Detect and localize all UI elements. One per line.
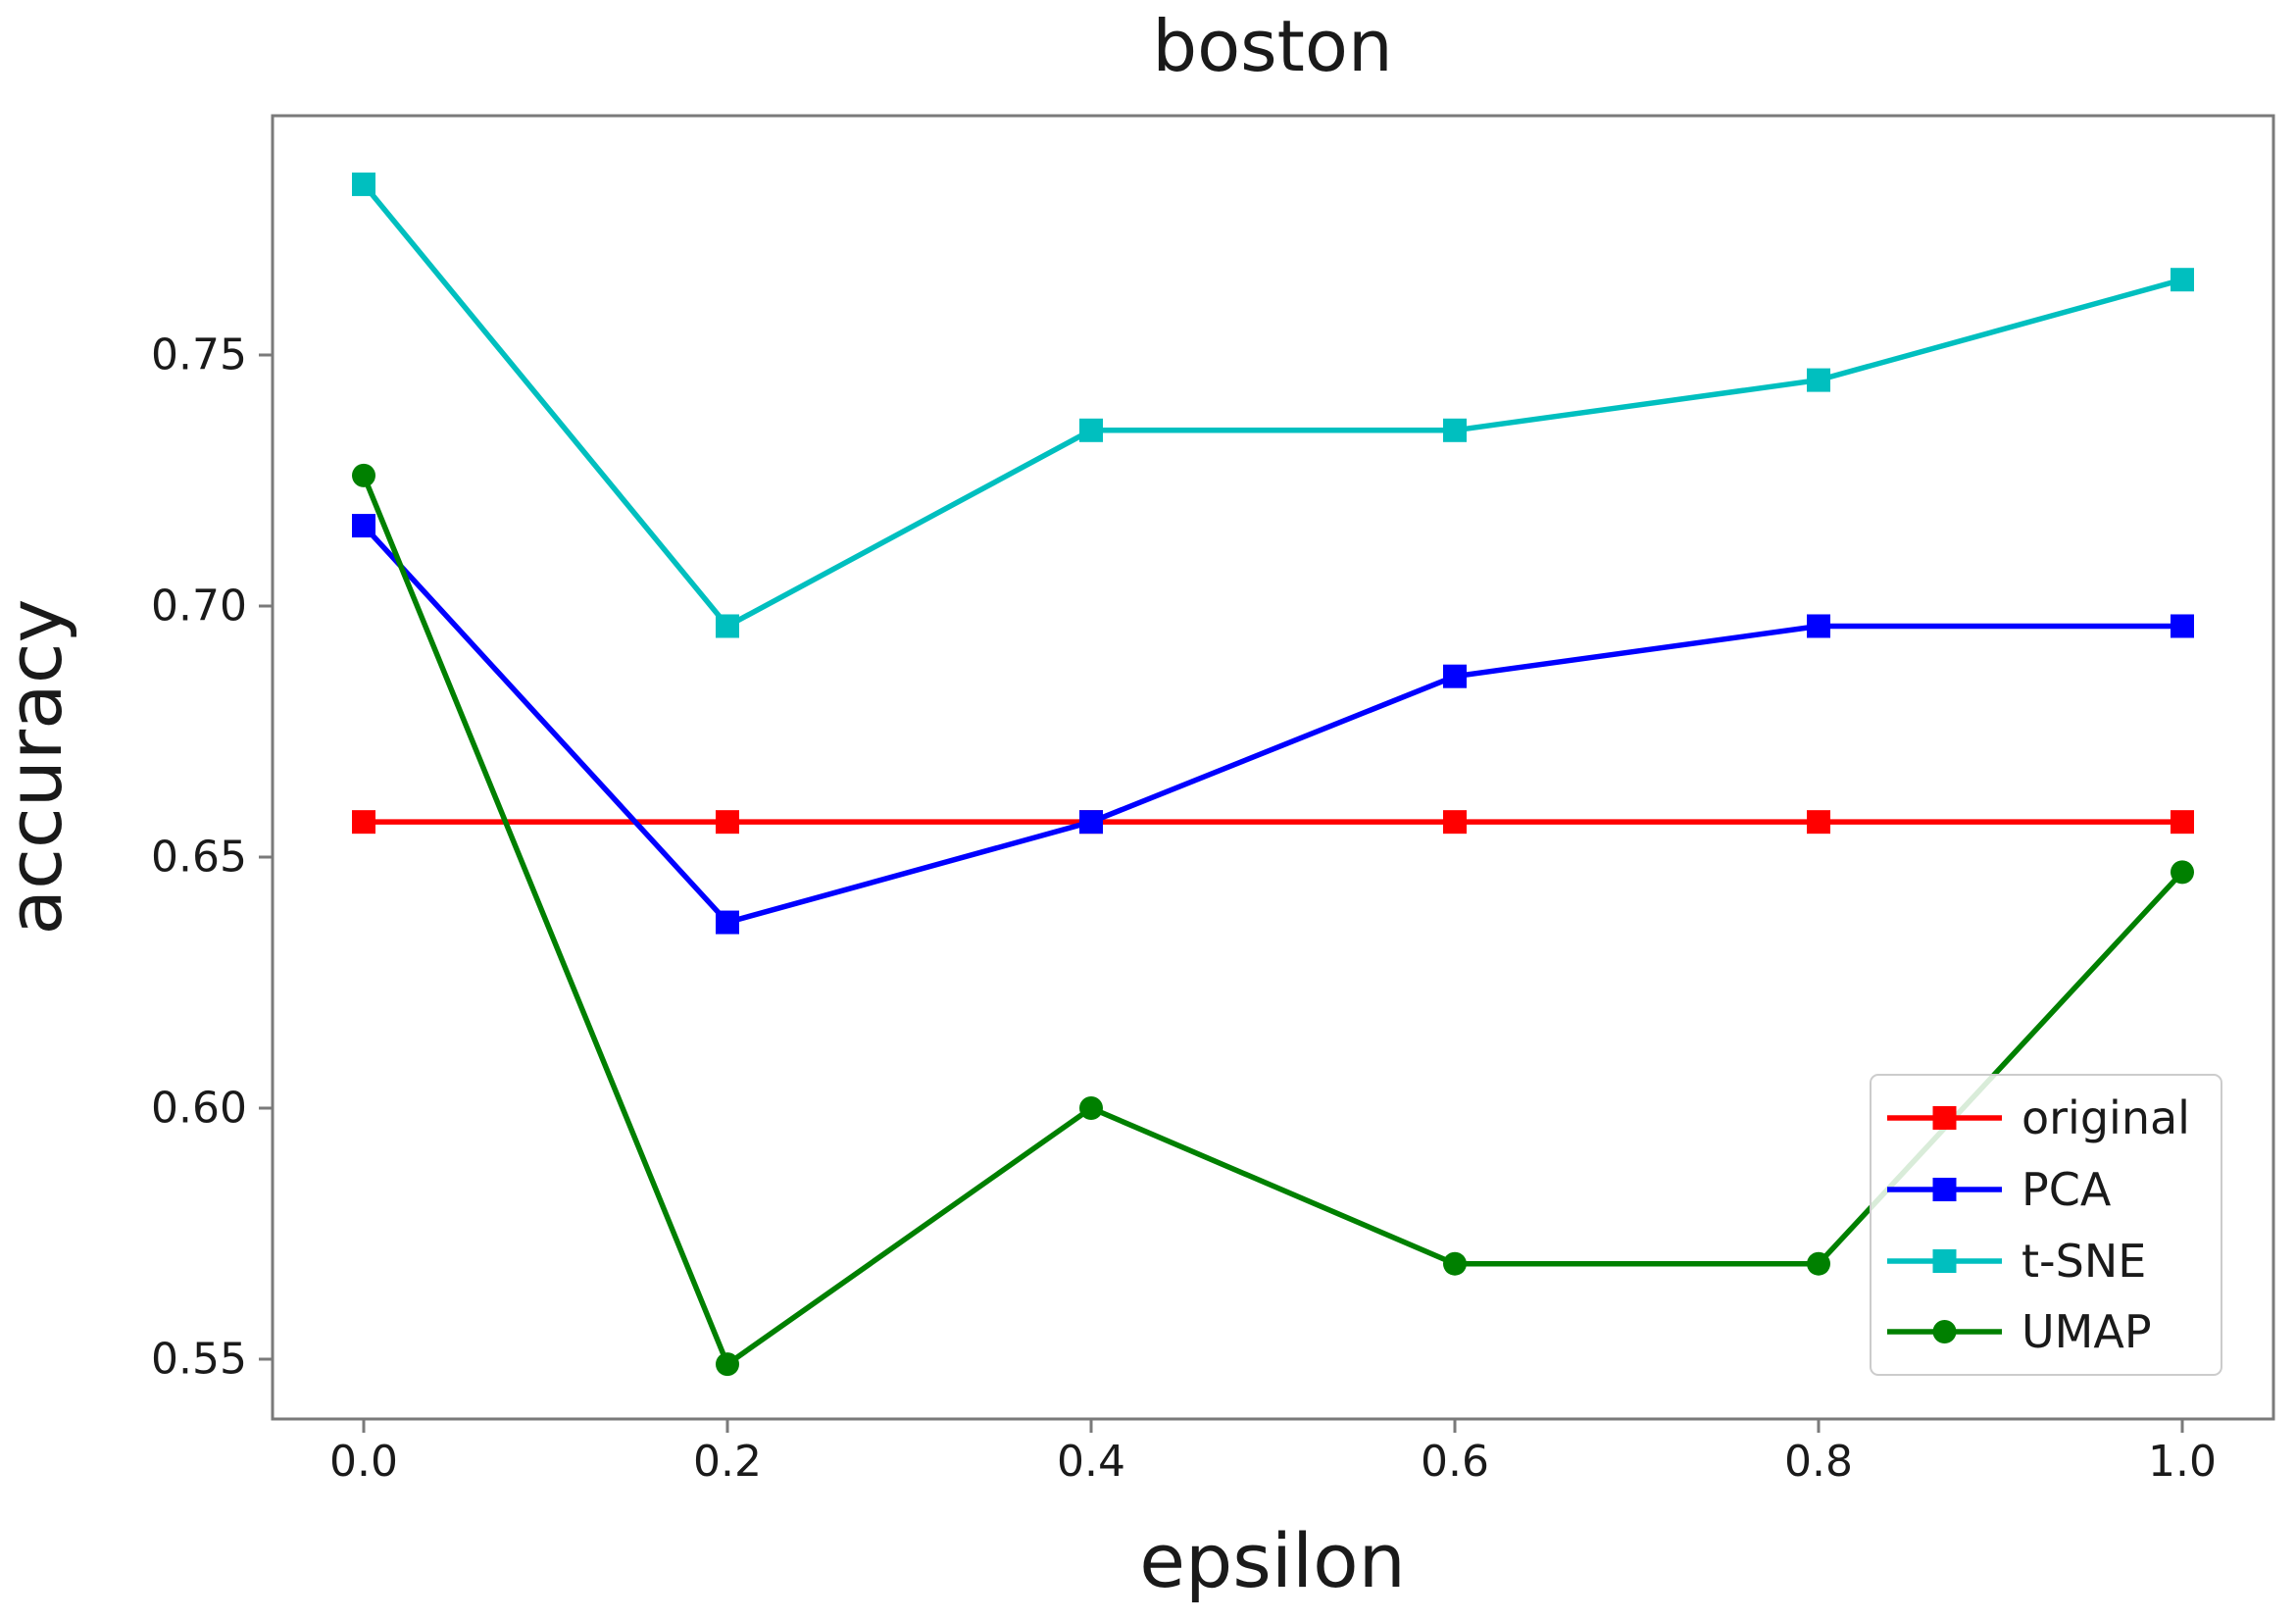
x-tick-label: 0.2: [693, 1437, 762, 1487]
data-point-marker: [352, 514, 375, 538]
y-axis-label: accuracy: [0, 599, 78, 936]
series-t-SNE: [352, 172, 2194, 638]
data-point-marker: [716, 614, 739, 638]
legend-label: t-SNE: [2021, 1235, 2146, 1288]
data-point-marker: [1443, 1251, 1467, 1276]
series-PCA: [352, 514, 2194, 935]
data-point-marker: [1079, 418, 1103, 442]
data-point-marker: [716, 1352, 739, 1377]
data-point-marker: [1443, 810, 1467, 835]
data-point-marker: [352, 810, 375, 835]
series-line-t-SNE: [361, 182, 2183, 630]
legend-label: original: [2021, 1091, 2190, 1144]
legend-marker: [1932, 1320, 1957, 1343]
legend-label: UMAP: [2021, 1305, 2152, 1358]
legend-label: PCA: [2021, 1163, 2112, 1216]
data-point-marker: [1807, 368, 1830, 392]
legend-marker: [1932, 1249, 1957, 1273]
data-point-marker: [352, 463, 375, 487]
x-tick-label: 0.0: [329, 1437, 398, 1487]
x-tick-label: 1.0: [2148, 1437, 2217, 1487]
legend-box: [1870, 1074, 2222, 1376]
legend: original PCA t-SNE UMAP: [1870, 1074, 2222, 1376]
data-point-marker: [2171, 268, 2194, 292]
legend-item-original: original: [1887, 1091, 2190, 1144]
legend-item-t-SNE: t-SNE: [1887, 1235, 2146, 1288]
legend-item-UMAP: UMAP: [1887, 1305, 2152, 1358]
data-point-marker: [1443, 664, 1467, 688]
data-point-marker: [1807, 1251, 1830, 1276]
data-point-marker: [1079, 810, 1103, 835]
series-line-PCA: [361, 524, 2182, 926]
data-point-marker: [1807, 614, 1830, 638]
legend-marker: [1932, 1106, 1957, 1130]
y-tick-label: 0.75: [151, 330, 247, 380]
data-point-marker: [1807, 810, 1830, 835]
axis-ticks: 0.0 0.2 0.4 0.6 0.8 1.0 0.55 0.60 0.65 0.70 0.75: [151, 330, 2217, 1488]
data-point-marker: [352, 172, 375, 196]
data-point-marker: [2171, 614, 2194, 638]
y-tick-label: 0.60: [151, 1084, 247, 1134]
data-point-marker: [2171, 810, 2194, 835]
y-tick-label: 0.70: [151, 582, 247, 632]
y-tick-label: 0.55: [151, 1335, 247, 1385]
data-point-marker: [716, 810, 739, 835]
data-point-marker: [716, 910, 739, 935]
legend-item-PCA: PCA: [1887, 1163, 2112, 1216]
x-tick-label: 0.4: [1057, 1437, 1125, 1487]
chart-title: boston: [1152, 5, 1392, 87]
data-point-marker: [1079, 1096, 1103, 1120]
x-tick-label: 0.6: [1421, 1437, 1489, 1487]
x-tick-label: 0.8: [1784, 1437, 1853, 1487]
x-axis-label: epsilon: [1139, 1517, 1406, 1604]
data-point-marker: [2171, 860, 2194, 885]
legend-marker: [1932, 1178, 1957, 1201]
data-point-marker: [1443, 418, 1467, 442]
y-tick-label: 0.65: [151, 833, 247, 883]
